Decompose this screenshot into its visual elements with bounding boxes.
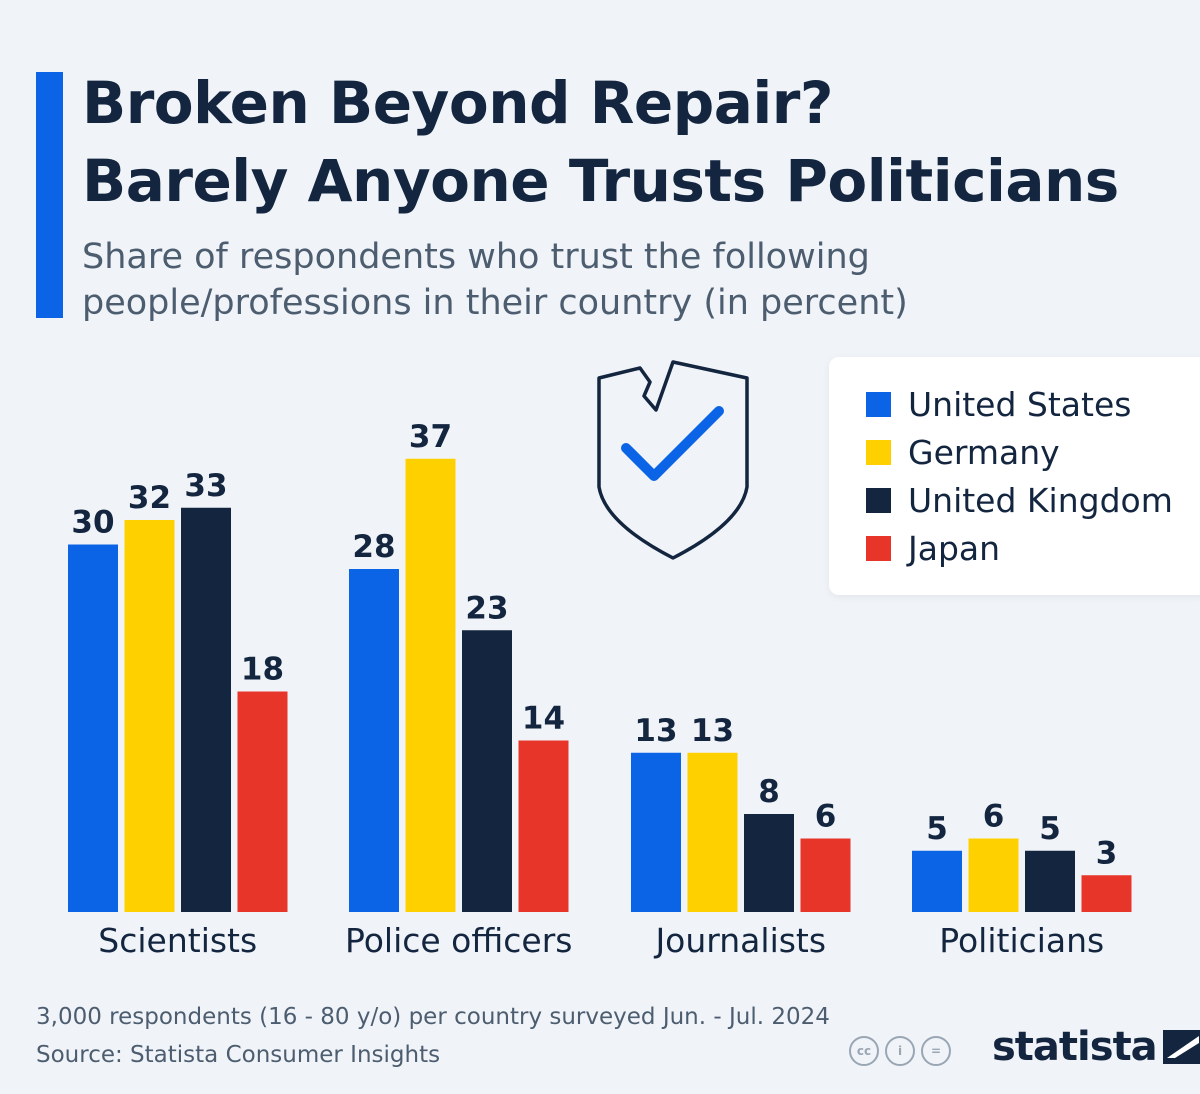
bar-scientists-united-states — [68, 544, 118, 912]
footer: 3,000 respondents (16 - 80 y/o) per coun… — [36, 998, 830, 1074]
category-label-journalists: Journalists — [653, 921, 826, 960]
title-line-1: Broken Beyond Repair? — [82, 69, 833, 137]
bar-journalists-united-kingdom — [744, 814, 794, 912]
value-label-police-officers-united-kingdom: 23 — [465, 590, 508, 626]
legend-item-germany: Germany — [866, 432, 1060, 472]
footer-note: 3,000 respondents (16 - 80 y/o) per coun… — [36, 1004, 830, 1030]
value-label-police-officers-japan: 14 — [522, 701, 565, 737]
title-accent-bar — [36, 72, 63, 318]
value-label-scientists-united-kingdom: 33 — [184, 468, 227, 504]
chart-subtitle: Share of respondents who trust the follo… — [82, 234, 1082, 326]
brand-name: statista — [992, 1024, 1158, 1070]
legend-item-united-states: United States — [866, 384, 1131, 424]
bar-journalists-united-states — [631, 752, 681, 912]
legend-item-japan: Japan — [866, 528, 1000, 568]
attribution-icon[interactable]: i — [885, 1036, 915, 1066]
bar-scientists-germany — [124, 520, 175, 912]
value-label-politicians-united-states: 5 — [926, 811, 948, 847]
legend: United States Germany United Kingdom Japan — [829, 357, 1200, 595]
value-label-scientists-japan: 18 — [241, 652, 284, 688]
value-label-scientists-germany: 32 — [128, 480, 171, 516]
bar-politicians-germany — [968, 838, 1019, 912]
legend-item-united-kingdom: United Kingdom — [866, 480, 1173, 520]
legend-swatch-japan — [866, 535, 891, 561]
value-label-journalists-united-kingdom: 8 — [758, 774, 780, 810]
legend-swatch-united-states — [866, 391, 891, 417]
bar-politicians-japan — [1081, 875, 1132, 912]
subtitle-line-2: people/professions in their country (in … — [82, 283, 908, 323]
chart-title: Broken Beyond Repair? Barely Anyone Trus… — [82, 64, 1182, 220]
bar-police-officers-germany — [405, 458, 456, 912]
bar-police-officers-japan — [518, 740, 569, 912]
bar-scientists-japan — [237, 691, 288, 912]
value-label-police-officers-united-states: 28 — [352, 529, 395, 565]
category-label-politicians: Politicians — [939, 921, 1104, 960]
bar-police-officers-united-kingdom — [462, 630, 512, 912]
footer-source: Source: Statista Consumer Insights — [36, 1042, 441, 1068]
legend-swatch-united-kingdom — [866, 487, 891, 513]
title-line-2: Barely Anyone Trusts Politicians — [82, 147, 1119, 215]
value-label-journalists-germany: 13 — [691, 713, 734, 749]
license-icons: cc i = — [849, 1036, 951, 1066]
value-label-politicians-germany: 6 — [983, 799, 1005, 835]
bar-police-officers-united-states — [349, 569, 399, 912]
cc-icon[interactable]: cc — [849, 1036, 879, 1066]
bar-journalists-germany — [687, 752, 738, 912]
broken-shield-check-icon — [597, 360, 749, 560]
legend-label-united-kingdom: United Kingdom — [908, 480, 1173, 520]
value-label-politicians-united-kingdom: 5 — [1039, 811, 1061, 847]
category-label-scientists: Scientists — [98, 921, 257, 960]
bar-politicians-united-states — [912, 850, 962, 912]
value-label-politicians-japan: 3 — [1096, 835, 1118, 871]
no-derivatives-icon[interactable]: = — [921, 1036, 951, 1066]
bar-journalists-japan — [800, 838, 851, 912]
statista-logo-icon — [1162, 1030, 1200, 1064]
value-label-scientists-united-states: 30 — [71, 505, 114, 541]
value-label-police-officers-germany: 37 — [409, 419, 452, 455]
value-label-journalists-japan: 6 — [815, 799, 837, 835]
legend-label-japan: Japan — [908, 528, 1001, 568]
subtitle-line-1: Share of respondents who trust the follo… — [82, 237, 870, 277]
legend-label-germany: Germany — [908, 432, 1060, 472]
bar-scientists-united-kingdom — [181, 507, 231, 912]
value-label-journalists-united-states: 13 — [634, 713, 677, 749]
bar-politicians-united-kingdom — [1025, 850, 1075, 912]
category-labels-group: Scientists Police officers Journalists Poli… — [98, 921, 1104, 960]
legend-label-united-states: United States — [908, 384, 1132, 424]
legend-swatch-germany — [866, 439, 891, 465]
statista-brand[interactable]: statista — [992, 1024, 1200, 1070]
category-label-police-officers: Police officers — [345, 921, 573, 960]
bars-group — [68, 458, 1132, 912]
